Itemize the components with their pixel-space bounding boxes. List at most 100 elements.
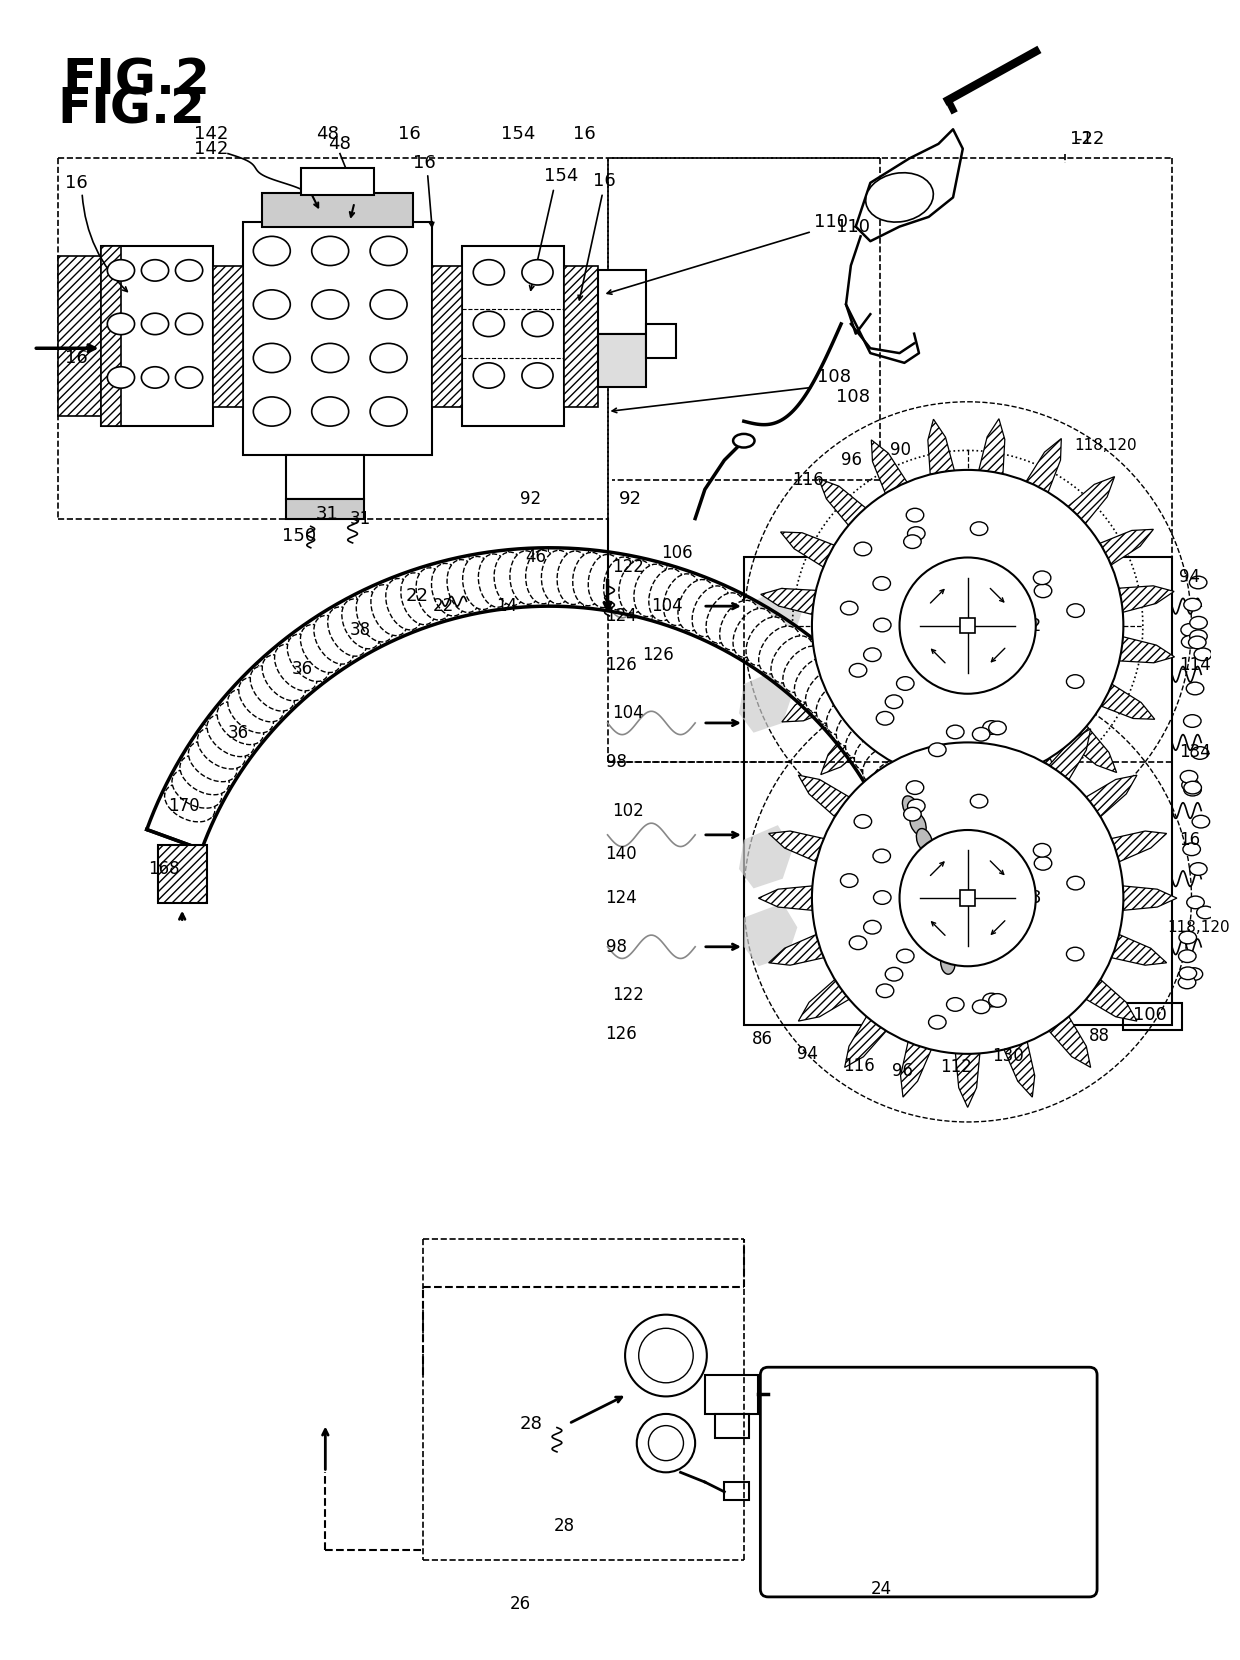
- Polygon shape: [1120, 637, 1174, 662]
- Text: -12: -12: [1075, 129, 1104, 148]
- Ellipse shape: [386, 578, 423, 629]
- Ellipse shape: [1179, 968, 1197, 979]
- Ellipse shape: [908, 798, 925, 813]
- Ellipse shape: [719, 601, 759, 651]
- Polygon shape: [761, 588, 816, 614]
- Ellipse shape: [873, 618, 892, 632]
- Text: 134: 134: [1179, 744, 1210, 762]
- Text: 142: 142: [193, 139, 228, 158]
- Ellipse shape: [746, 618, 787, 666]
- Text: 48: 48: [329, 134, 351, 153]
- Ellipse shape: [706, 593, 745, 642]
- Text: 128: 128: [1007, 890, 1040, 906]
- Polygon shape: [930, 777, 956, 833]
- Circle shape: [812, 742, 1123, 1054]
- Ellipse shape: [1187, 896, 1204, 908]
- Ellipse shape: [971, 521, 988, 536]
- Ellipse shape: [311, 397, 348, 427]
- Ellipse shape: [619, 561, 653, 613]
- Ellipse shape: [522, 312, 553, 337]
- Ellipse shape: [1066, 948, 1084, 961]
- Ellipse shape: [914, 876, 966, 911]
- Polygon shape: [981, 777, 1007, 832]
- Ellipse shape: [983, 993, 1001, 1008]
- Bar: [744, 558, 1172, 1024]
- Polygon shape: [761, 639, 816, 666]
- Text: 112: 112: [940, 1059, 972, 1076]
- Polygon shape: [1004, 699, 1034, 754]
- Ellipse shape: [288, 634, 330, 682]
- Polygon shape: [874, 759, 909, 813]
- Ellipse shape: [988, 720, 1006, 735]
- Polygon shape: [1004, 1042, 1034, 1097]
- Ellipse shape: [217, 702, 264, 745]
- Bar: [724, 1482, 749, 1499]
- Ellipse shape: [342, 599, 381, 649]
- Ellipse shape: [311, 236, 348, 266]
- Ellipse shape: [401, 573, 438, 624]
- Ellipse shape: [510, 551, 544, 604]
- Text: 130: 130: [992, 1047, 1024, 1064]
- Ellipse shape: [873, 891, 892, 905]
- Ellipse shape: [795, 657, 838, 702]
- Ellipse shape: [946, 998, 963, 1011]
- Ellipse shape: [929, 1016, 946, 1029]
- Text: 14: 14: [496, 598, 517, 616]
- Polygon shape: [844, 1016, 887, 1067]
- Ellipse shape: [878, 772, 928, 810]
- Ellipse shape: [923, 845, 937, 868]
- Text: 31: 31: [316, 505, 339, 523]
- Polygon shape: [818, 478, 866, 525]
- Bar: [433, 266, 461, 407]
- Ellipse shape: [877, 712, 894, 725]
- Text: 38: 38: [350, 621, 371, 639]
- Polygon shape: [872, 440, 906, 493]
- Ellipse shape: [175, 367, 202, 388]
- Text: 116: 116: [843, 1056, 875, 1074]
- Ellipse shape: [1189, 863, 1207, 875]
- Polygon shape: [821, 727, 867, 775]
- Ellipse shape: [1183, 715, 1202, 727]
- Text: FIG.2: FIG.2: [58, 86, 206, 134]
- Ellipse shape: [826, 692, 873, 735]
- Text: 126: 126: [605, 1026, 637, 1044]
- Ellipse shape: [1189, 616, 1208, 629]
- Ellipse shape: [863, 920, 882, 935]
- Ellipse shape: [841, 601, 858, 614]
- Ellipse shape: [228, 689, 274, 734]
- Ellipse shape: [634, 564, 670, 616]
- Polygon shape: [739, 825, 792, 888]
- Ellipse shape: [1192, 815, 1210, 828]
- Ellipse shape: [916, 893, 970, 928]
- Text: 104: 104: [613, 704, 644, 722]
- Ellipse shape: [327, 608, 368, 656]
- Ellipse shape: [141, 314, 169, 335]
- Text: 124: 124: [605, 608, 637, 624]
- Polygon shape: [1100, 530, 1153, 564]
- Text: 16: 16: [1179, 830, 1200, 848]
- Text: FIG.2: FIG.2: [62, 56, 211, 105]
- Text: 106: 106: [661, 543, 693, 561]
- Ellipse shape: [904, 535, 921, 548]
- Ellipse shape: [417, 568, 453, 619]
- Ellipse shape: [188, 740, 237, 782]
- Bar: [598, 271, 646, 334]
- Ellipse shape: [692, 586, 730, 637]
- Polygon shape: [956, 689, 980, 744]
- Text: 36: 36: [228, 724, 249, 742]
- Polygon shape: [1086, 979, 1137, 1021]
- Text: 16: 16: [593, 173, 616, 189]
- Ellipse shape: [1184, 598, 1202, 611]
- Ellipse shape: [1182, 779, 1199, 792]
- Polygon shape: [769, 935, 823, 964]
- Ellipse shape: [253, 236, 290, 266]
- Ellipse shape: [108, 367, 135, 388]
- Bar: [1123, 1003, 1182, 1031]
- Ellipse shape: [908, 526, 925, 541]
- Polygon shape: [928, 420, 955, 475]
- Text: 124: 124: [605, 890, 637, 906]
- Text: 110: 110: [813, 212, 848, 231]
- Bar: [714, 1414, 749, 1438]
- Ellipse shape: [733, 608, 773, 657]
- Ellipse shape: [573, 553, 608, 606]
